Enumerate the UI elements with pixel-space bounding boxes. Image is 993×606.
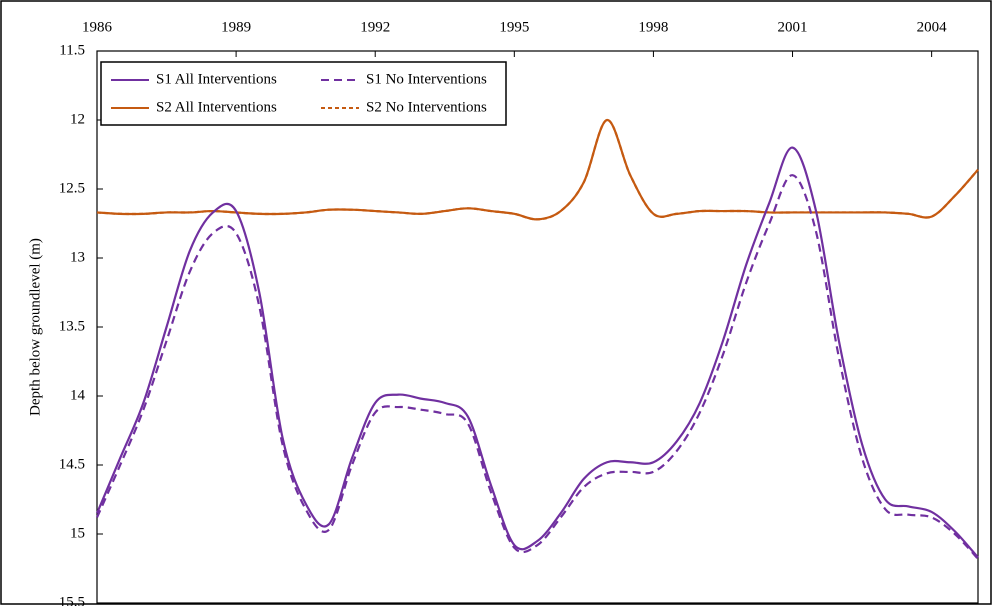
legend-box: [100, 61, 507, 126]
legend-label: S2 All Interventions: [156, 99, 277, 115]
x-tick-label: 1992: [360, 19, 390, 35]
legend-label: S2 No Interventions: [366, 99, 487, 115]
y-tick-label: 14.5: [59, 456, 85, 472]
x-tick-label: 2004: [917, 19, 948, 35]
y-tick-label: 11.5: [59, 42, 85, 58]
x-tick-label: 1986: [82, 19, 113, 35]
y-axis-label: Depth below groundlevel (m): [27, 238, 43, 416]
line-series: [95, 146, 979, 559]
legend-label: S1 All Interventions: [156, 71, 277, 87]
y-tick-label: 15.5: [59, 594, 85, 606]
x-tick-label: 1998: [638, 19, 668, 35]
y-tick-label: 15: [70, 525, 85, 541]
y-tick-label: 12.5: [59, 180, 85, 196]
x-tick-label: 1989: [221, 19, 251, 35]
x-tick-label: 1995: [499, 19, 529, 35]
y-tick-label: 13: [70, 249, 85, 265]
line-series: [95, 174, 979, 560]
y-tick-label: 12: [70, 111, 85, 127]
plot-area: [96, 50, 979, 604]
line-series: [96, 118, 979, 221]
y-tick-label: 14: [70, 387, 86, 403]
y-tick-label: 13.5: [59, 318, 85, 334]
x-tick-label: 2001: [778, 19, 808, 35]
legend-label: S1 No Interventions: [366, 71, 487, 87]
